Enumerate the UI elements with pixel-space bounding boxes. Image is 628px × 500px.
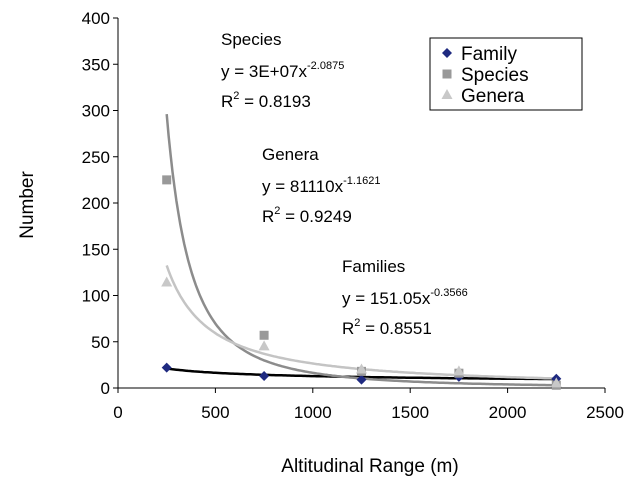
trend-equation: y = 81110x-1.1621: [262, 175, 380, 196]
marker: [259, 370, 270, 381]
r-squared-part: =: [280, 207, 299, 226]
r-squared-part: 2: [233, 90, 239, 102]
trend-r-squared: R2 = 0.8193: [221, 90, 311, 111]
equation-part: -1.1621: [343, 175, 380, 187]
equation-part: -0.3566: [430, 287, 467, 299]
equation-part: 3E+07: [249, 62, 299, 81]
y-tick-label: 250: [82, 148, 110, 167]
y-tick-label: 350: [82, 55, 110, 74]
r-squared-part: R: [262, 207, 274, 226]
x-tick-label: 0: [113, 403, 122, 422]
trend-r-squared: R2 = 0.9249: [262, 205, 352, 226]
x-axis-label: Altitudinal Range (m): [281, 456, 458, 477]
marker: [356, 374, 367, 385]
marker: [161, 276, 173, 287]
marker: [550, 377, 562, 388]
legend-box: [429, 37, 583, 111]
y-axis-label: Number: [17, 171, 38, 239]
equation-part: -2.0875: [307, 60, 344, 72]
y-tick-label: 400: [82, 9, 110, 28]
marker: [441, 89, 453, 99]
y-tick-label: 50: [91, 333, 110, 352]
x-tick-label: 2000: [489, 403, 527, 422]
r-squared-part: 2: [274, 205, 280, 217]
equation-part: 151.05: [370, 289, 422, 308]
equation-part: x: [335, 177, 344, 196]
r-squared-part: =: [360, 319, 379, 338]
trend-label: Genera: [262, 145, 319, 164]
legend-label: Species: [461, 65, 529, 86]
marker: [453, 365, 465, 376]
x-tick-label: 500: [201, 403, 229, 422]
r-squared-part: 2: [354, 317, 360, 329]
marker: [442, 48, 452, 58]
x-tick-label: 1500: [391, 403, 429, 422]
r-squared-part: R: [342, 319, 354, 338]
y-tick-label: 300: [82, 102, 110, 121]
x-tick-label: 1000: [294, 403, 332, 422]
marker: [161, 362, 172, 373]
y-tick-label: 150: [82, 240, 110, 259]
trend-equation: y = 3E+07x-2.0875: [221, 60, 344, 81]
r-squared-part: 0.8193: [259, 92, 311, 111]
y-tick-label: 200: [82, 194, 110, 213]
equation-part: 81110: [290, 177, 335, 196]
marker: [258, 340, 270, 351]
r-squared-part: 0.8551: [380, 319, 432, 338]
legend-label: Family: [461, 44, 517, 65]
equation-part: y =: [342, 289, 370, 308]
r-squared-part: R: [221, 92, 233, 111]
trend-r-squared: R2 = 0.8551: [342, 317, 432, 338]
equation-part: y =: [221, 62, 249, 81]
equation-part: y =: [262, 177, 290, 196]
trend-label: Families: [342, 257, 405, 276]
marker: [442, 69, 452, 79]
trend-label: Species: [221, 30, 281, 49]
r-squared-part: =: [239, 92, 258, 111]
x-tick-label: 2500: [586, 403, 624, 422]
marker: [259, 330, 269, 340]
equation-part: x: [422, 289, 431, 308]
y-tick-label: 100: [82, 287, 110, 306]
marker: [162, 175, 172, 185]
trend-line: [165, 113, 557, 387]
legend-label: Genera: [461, 86, 525, 107]
y-tick-label: 0: [101, 379, 110, 398]
equation-part: x: [299, 62, 308, 81]
r-squared-part: 0.9249: [300, 207, 352, 226]
marker: [356, 363, 367, 374]
trend-equation: y = 151.05x-0.3566: [342, 287, 468, 308]
